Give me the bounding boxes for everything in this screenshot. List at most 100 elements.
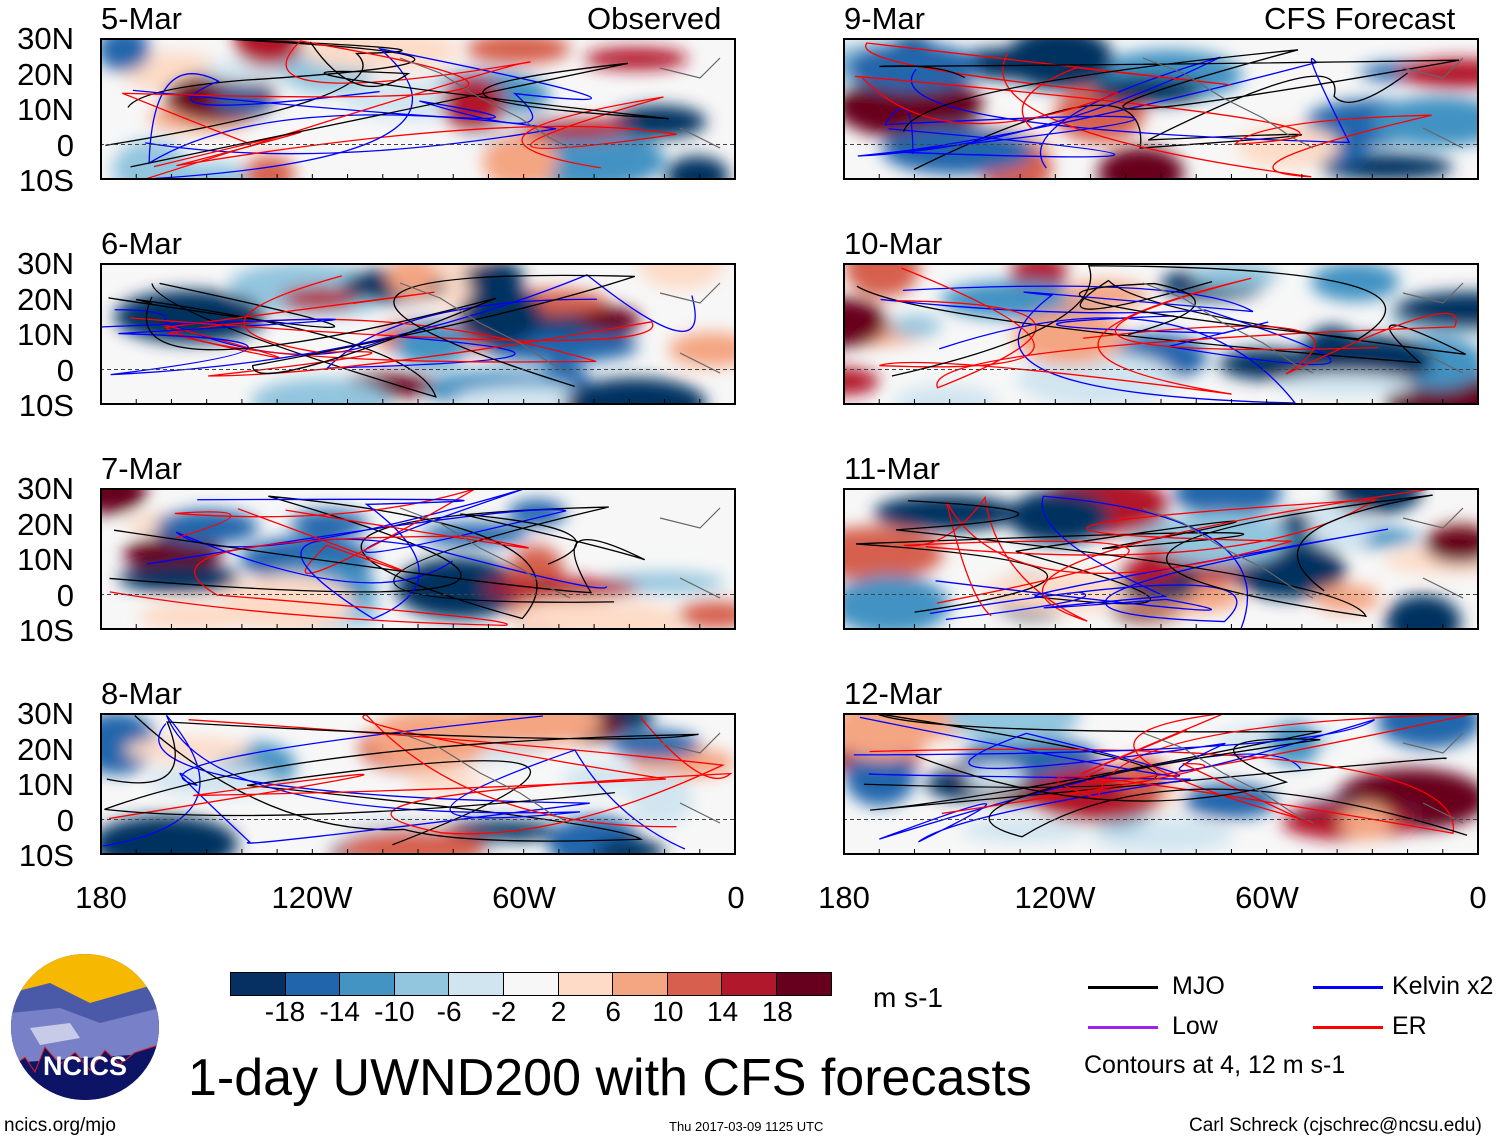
wind-anomaly-region — [112, 140, 189, 180]
contour-line — [861, 42, 1231, 130]
lat-label: 20N — [17, 506, 74, 542]
colorbar-swatch — [449, 973, 504, 995]
wind-anomaly-region — [1005, 38, 1113, 90]
panel-date: 12-Mar — [844, 676, 943, 711]
contour-line — [130, 41, 669, 168]
contour-line — [147, 488, 567, 584]
contour-line — [854, 53, 1432, 178]
contour-line — [100, 274, 696, 376]
wind-anomaly-region — [459, 284, 543, 347]
wind-anomaly-region — [1310, 263, 1400, 302]
wind-anomaly-region — [960, 818, 1088, 843]
wind-anomaly-region — [844, 42, 980, 92]
map-panel — [100, 263, 736, 405]
wind-anomaly-region — [441, 820, 558, 842]
contour-line — [913, 72, 1408, 171]
contour-line — [158, 715, 590, 844]
contour-line — [134, 715, 644, 846]
contour-line — [113, 513, 646, 594]
map-panel — [843, 38, 1479, 180]
colorbar-swatch — [776, 973, 831, 995]
lat-label: 10N — [17, 92, 74, 127]
lon-label: 0 — [727, 880, 745, 915]
colorbar-swatch — [231, 973, 286, 995]
wind-anomaly-region — [1275, 373, 1415, 398]
wind-anomaly-region — [844, 748, 916, 807]
contour-line — [895, 494, 1433, 618]
coastline — [1142, 57, 1464, 149]
colorbar-swatch — [558, 973, 614, 995]
panel-date: 10-Mar — [844, 226, 943, 261]
legend-mjo-line — [1088, 986, 1158, 989]
lat-label: 10N — [17, 317, 74, 352]
lat-label: 30N — [17, 246, 74, 281]
colorbar — [230, 972, 832, 996]
colorbar-label: 2 — [550, 996, 567, 1027]
wind-anomaly-region — [665, 155, 729, 180]
coastline — [399, 732, 721, 824]
wind-anomaly-region — [1218, 348, 1317, 381]
wind-anomaly-region — [339, 829, 487, 855]
panel-date: 5-Mar — [101, 1, 182, 36]
lat-label: 10S — [18, 388, 74, 423]
wind-anomaly-region — [889, 315, 942, 337]
colorbar-label: 10 — [652, 996, 684, 1027]
wind-anomaly-region — [1008, 489, 1112, 544]
contour-line — [856, 279, 1466, 364]
legend-low-line — [1088, 1026, 1158, 1029]
wind-anomaly-region — [114, 290, 266, 344]
contour-line — [879, 49, 1460, 132]
wind-anomaly-region — [668, 332, 736, 367]
panel-date: 9-Mar — [844, 1, 925, 36]
map-panel — [843, 488, 1479, 630]
colorbar-label: 18 — [761, 996, 793, 1027]
wind-anomaly-region — [1377, 713, 1479, 749]
wind-anomaly-region — [244, 155, 296, 180]
lat-label: 10S — [18, 163, 74, 198]
legend-er-line — [1313, 1026, 1383, 1029]
colorbar-swatch — [613, 973, 668, 995]
legend-er: ER — [1392, 1012, 1427, 1040]
map-panel — [843, 713, 1479, 855]
wind-anomaly-region — [843, 75, 984, 139]
wind-anomaly-region — [639, 263, 724, 290]
contour-line — [108, 713, 677, 828]
lat-label: 20N — [17, 56, 74, 92]
lon-label: 180 — [818, 880, 870, 915]
wind-anomaly-region — [1331, 488, 1422, 514]
contour-line — [114, 298, 597, 369]
contour-line — [879, 267, 1379, 395]
lat-label: 0 — [56, 127, 74, 163]
contour-line — [915, 738, 1468, 838]
wind-anomaly-region — [368, 713, 490, 771]
colorbar-label: 6 — [605, 996, 621, 1027]
lat-label: 0 — [56, 352, 74, 388]
wind-anomaly-region — [395, 557, 522, 620]
lat-label: 30N — [17, 21, 74, 56]
lon-label: 120W — [1014, 880, 1096, 915]
contour-line — [188, 717, 733, 835]
wind-anomaly-region — [147, 764, 278, 797]
coastline — [1142, 282, 1464, 374]
wind-anomaly-region — [965, 763, 1026, 791]
wind-anomaly-region — [1357, 777, 1434, 812]
footer-url[interactable]: ncics.org/mjo — [4, 1115, 116, 1136]
wind-anomaly-region — [100, 815, 239, 855]
lat-label: 10N — [17, 542, 74, 577]
wind-anomaly-region — [508, 499, 566, 527]
wind-anomaly-region — [580, 306, 641, 337]
colorbar-label: -10 — [374, 996, 415, 1027]
wind-anomaly-region — [843, 713, 936, 760]
wind-anomaly-region — [1424, 525, 1479, 564]
wind-anomaly-region — [465, 38, 571, 65]
ncics-logo: NCICS — [11, 954, 159, 1100]
wind-anomaly-region — [441, 77, 506, 133]
wind-anomaly-region — [893, 384, 998, 405]
wind-anomaly-region — [1313, 584, 1380, 613]
contour-note: Contours at 4, 12 m s-1 — [1084, 1051, 1346, 1079]
lat-label: 20N — [17, 281, 74, 317]
wind-anomaly-region — [234, 38, 302, 68]
map-panel — [100, 713, 736, 855]
map-panel — [100, 38, 736, 180]
panel-date: 11-Mar — [844, 451, 940, 486]
